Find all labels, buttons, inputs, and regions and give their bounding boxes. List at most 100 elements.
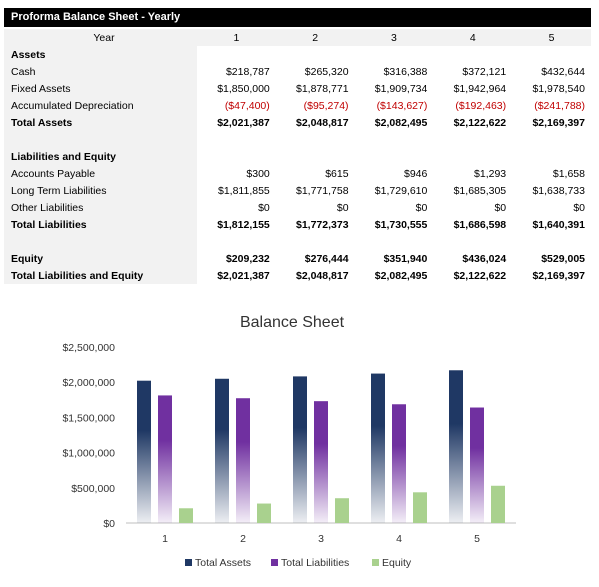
table-cell bbox=[433, 131, 512, 148]
row-label: Total Liabilities bbox=[4, 216, 197, 233]
year-header-2: 2 bbox=[275, 29, 355, 46]
bar-total-assets-5 bbox=[449, 370, 463, 523]
table-row: Cash $218,787 $265,320 $316,388 $372,121 $432… bbox=[4, 63, 591, 80]
table-cell: $2,021,387 bbox=[217, 269, 270, 282]
table-cell: $1,812,155 bbox=[217, 218, 270, 231]
table-cell: $2,082,495 bbox=[374, 116, 428, 129]
table-cell: $0 bbox=[573, 201, 585, 214]
table-cell: $1,730,555 bbox=[374, 218, 428, 231]
table-cell bbox=[433, 46, 512, 63]
year-label: Year bbox=[4, 29, 197, 46]
legend-label: Equity bbox=[382, 557, 412, 569]
table-cell: $2,021,387 bbox=[217, 116, 270, 129]
table-cell bbox=[276, 46, 355, 63]
table-cell: $209,232 bbox=[225, 252, 270, 265]
table-cell: $2,169,397 bbox=[532, 269, 585, 282]
legend-label: Total Liabilities bbox=[281, 557, 349, 569]
bar-total-assets-2 bbox=[215, 378, 229, 523]
table-cell: ($192,463) bbox=[455, 99, 507, 112]
table-cell: $436,024 bbox=[462, 252, 507, 265]
row-label: Cash bbox=[4, 63, 197, 80]
bar-total-liabilities-3 bbox=[314, 401, 328, 523]
table-cell: $432,644 bbox=[541, 65, 585, 78]
table-cell: $1,878,771 bbox=[296, 82, 349, 95]
table-cell bbox=[512, 233, 591, 250]
table-cell: $1,772,373 bbox=[296, 218, 349, 231]
table-cell bbox=[197, 233, 276, 250]
table-cell: $2,082,495 bbox=[374, 269, 428, 282]
chart-title: Balance Sheet bbox=[240, 314, 345, 331]
row-label: Other Liabilities bbox=[4, 199, 197, 216]
x-tick-label: 4 bbox=[396, 533, 402, 545]
table-cell: $2,048,817 bbox=[296, 116, 349, 129]
row-label: Assets bbox=[4, 46, 197, 63]
year-header-1: 1 bbox=[196, 29, 276, 46]
table-cell: $2,048,817 bbox=[296, 269, 349, 282]
balance-sheet-chart: Balance Sheet $0 $500,000 $1,000,000 $1,500,… bbox=[62, 314, 516, 569]
table-cell bbox=[355, 131, 434, 148]
row-label: Long Term Liabilities bbox=[4, 182, 197, 199]
balance-sheet-table: Year 1 2 3 4 5 Assets Cash $218,787 $265,320 $316,… bbox=[4, 29, 591, 284]
bar-total-liabilities-1 bbox=[158, 395, 172, 523]
table-cell: $1,638,733 bbox=[532, 184, 585, 197]
table-cell: $1,909,734 bbox=[374, 82, 428, 95]
table-cell: $2,122,622 bbox=[453, 116, 507, 129]
table-cell bbox=[433, 233, 512, 250]
table-cell: $1,978,540 bbox=[532, 82, 585, 95]
year-header-3: 3 bbox=[354, 29, 434, 46]
table-cell: $0 bbox=[258, 201, 270, 214]
table-row: Total Assets $2,021,387 $2,048,817 $2,082,4… bbox=[4, 114, 591, 131]
table-cell: $1,685,305 bbox=[453, 184, 507, 197]
table-row: Total Liabilities $1,812,155 $1,772,373 $1,… bbox=[4, 216, 591, 233]
table-cell: $1,658 bbox=[552, 167, 585, 180]
table-cell: $2,122,622 bbox=[453, 269, 507, 282]
table-cell: $0 bbox=[415, 201, 428, 214]
bar-total-liabilities-5 bbox=[470, 407, 484, 523]
legend-swatch-total-assets bbox=[185, 559, 192, 566]
bar-total-liabilities-4 bbox=[392, 404, 406, 523]
table-cell: $316,388 bbox=[383, 65, 428, 78]
table-cell: ($95,274) bbox=[303, 99, 349, 112]
y-tick-label: $2,500,000 bbox=[62, 342, 115, 354]
table-cell: $0 bbox=[336, 201, 349, 214]
x-tick-label: 2 bbox=[240, 533, 246, 545]
y-tick-label: $1,000,000 bbox=[62, 448, 115, 460]
table-cell: ($47,400) bbox=[224, 99, 270, 112]
table-cell: $946 bbox=[404, 167, 428, 180]
bar-total-assets-1 bbox=[137, 380, 151, 523]
x-tick-label: 3 bbox=[318, 533, 324, 545]
table-cell: $1,942,964 bbox=[453, 82, 507, 95]
row-label bbox=[4, 131, 197, 148]
table-cell: $0 bbox=[494, 201, 507, 214]
row-label: Total Liabilities and Equity bbox=[4, 267, 197, 284]
table-row bbox=[4, 131, 591, 148]
year-header-row: Year 1 2 3 4 5 bbox=[4, 29, 591, 46]
y-tick-label: $2,000,000 bbox=[62, 377, 115, 389]
bar-equity-4 bbox=[413, 492, 427, 523]
table-row: Equity $209,232 $276,444 $351,940 $436,024 $5… bbox=[4, 250, 591, 267]
table-cell: $265,320 bbox=[304, 65, 349, 78]
table-cell: $276,444 bbox=[304, 252, 349, 265]
table-row: Liabilities and Equity bbox=[4, 148, 591, 165]
x-tick-label: 5 bbox=[474, 533, 480, 545]
table-cell: $218,787 bbox=[225, 65, 270, 78]
table-cell bbox=[197, 148, 276, 165]
table-cell bbox=[512, 148, 591, 165]
table-cell bbox=[512, 131, 591, 148]
table-cell: $529,005 bbox=[541, 252, 585, 265]
bar-total-assets-4 bbox=[371, 373, 385, 523]
table-cell bbox=[355, 233, 434, 250]
table-cell: $615 bbox=[325, 167, 349, 180]
year-header-4: 4 bbox=[433, 29, 513, 46]
table-cell: $372,121 bbox=[462, 65, 507, 78]
table-row bbox=[4, 233, 591, 250]
table-cell bbox=[512, 46, 591, 63]
legend-label: Total Assets bbox=[195, 557, 251, 569]
table-row: Accounts Payable $300 $615 $946 $1,293 $1,658 bbox=[4, 165, 591, 182]
y-tick-label: $500,000 bbox=[71, 483, 115, 495]
table-cell bbox=[197, 131, 276, 148]
table-cell: $300 bbox=[246, 167, 270, 180]
row-label: Accumulated Depreciation bbox=[4, 97, 197, 114]
y-tick-label: $0 bbox=[103, 518, 115, 530]
table-cell: $1,293 bbox=[474, 167, 507, 180]
